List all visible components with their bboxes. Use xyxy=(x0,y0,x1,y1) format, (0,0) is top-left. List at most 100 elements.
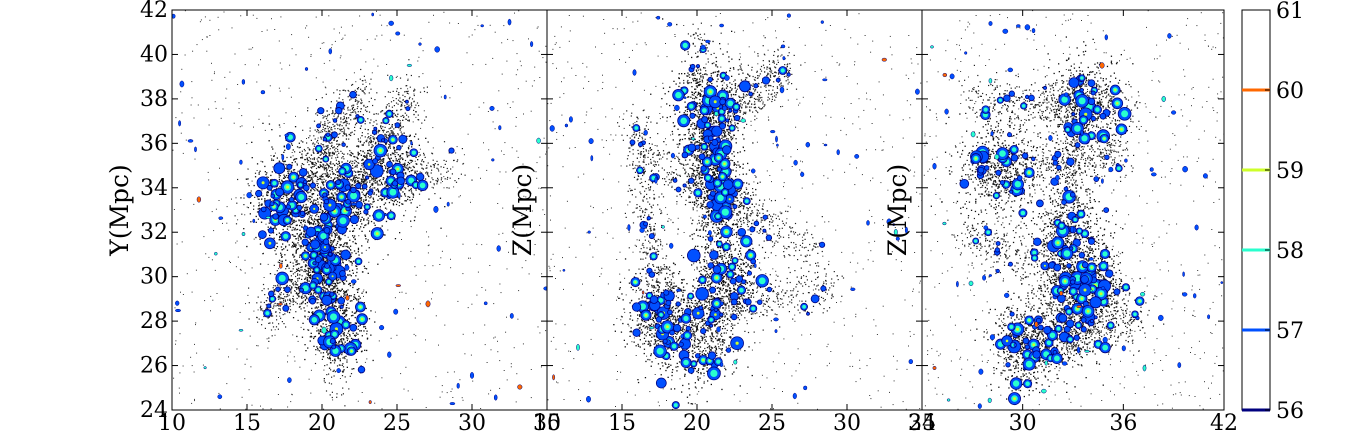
particle xyxy=(285,174,288,177)
particle xyxy=(285,201,287,203)
particle xyxy=(386,208,388,210)
particle xyxy=(354,118,356,120)
particle xyxy=(330,245,332,247)
particle xyxy=(350,151,352,154)
particle xyxy=(290,223,292,226)
particle xyxy=(311,171,314,173)
particle xyxy=(393,200,395,203)
particle xyxy=(440,182,442,184)
particle xyxy=(273,306,275,308)
particle xyxy=(338,97,340,99)
particle xyxy=(458,196,460,198)
particle xyxy=(352,83,354,86)
particle xyxy=(320,208,322,210)
particle xyxy=(306,279,308,282)
particle xyxy=(354,312,357,314)
particle xyxy=(296,162,298,164)
particle xyxy=(351,152,353,154)
particle xyxy=(372,187,374,189)
particle xyxy=(362,175,364,177)
particle xyxy=(209,19,211,21)
particle xyxy=(280,254,282,256)
particle xyxy=(248,318,250,320)
particle xyxy=(426,91,428,94)
particle xyxy=(393,133,395,135)
particle xyxy=(334,177,336,179)
particle xyxy=(321,42,323,44)
particle xyxy=(400,101,402,103)
particle xyxy=(507,103,509,105)
particle xyxy=(441,385,443,387)
particle xyxy=(287,199,289,201)
particle xyxy=(247,183,249,185)
particle xyxy=(326,169,328,171)
particle xyxy=(381,408,383,410)
particle xyxy=(301,167,303,169)
particle xyxy=(362,83,364,85)
particle xyxy=(406,167,408,169)
particle xyxy=(332,111,334,113)
particle xyxy=(421,160,423,162)
particle xyxy=(450,391,452,392)
particle xyxy=(205,253,207,255)
particle xyxy=(372,137,374,139)
particle xyxy=(545,330,547,332)
particle xyxy=(328,190,330,192)
particle xyxy=(317,201,319,203)
particle xyxy=(281,180,283,182)
particle xyxy=(271,146,273,148)
particle xyxy=(435,376,437,378)
particle xyxy=(537,326,539,328)
particle xyxy=(285,326,287,328)
particle xyxy=(366,333,368,335)
particle xyxy=(218,348,220,350)
particle xyxy=(329,354,331,356)
particle xyxy=(182,365,184,367)
particle xyxy=(182,294,184,295)
particle xyxy=(266,307,268,310)
particle xyxy=(349,285,352,287)
particle xyxy=(343,313,345,315)
particle xyxy=(350,186,352,188)
particle xyxy=(341,157,343,159)
particle xyxy=(245,178,247,180)
particle xyxy=(355,81,357,83)
particle xyxy=(404,91,406,93)
particle xyxy=(518,290,520,292)
particle xyxy=(367,223,369,225)
particle xyxy=(317,139,319,142)
particle xyxy=(428,236,430,238)
particle xyxy=(347,127,349,129)
particle xyxy=(283,174,285,176)
particle xyxy=(418,151,420,153)
particle xyxy=(328,141,330,144)
particle xyxy=(530,110,532,112)
particle xyxy=(364,234,366,236)
particle xyxy=(302,176,305,178)
particle xyxy=(420,190,422,192)
particle xyxy=(391,133,393,135)
particle xyxy=(276,270,278,272)
particle xyxy=(235,197,237,199)
particle xyxy=(347,109,349,111)
particle xyxy=(247,168,249,170)
particle xyxy=(386,64,388,65)
particle xyxy=(343,291,346,293)
particle xyxy=(366,106,369,108)
particle xyxy=(300,308,302,310)
particle xyxy=(321,282,324,284)
particle xyxy=(336,252,338,254)
particle xyxy=(364,180,366,182)
particle xyxy=(325,168,327,170)
particle xyxy=(266,194,268,196)
particle xyxy=(278,377,279,378)
particle xyxy=(437,177,439,179)
particle xyxy=(334,358,336,360)
particle xyxy=(423,87,425,89)
particle xyxy=(248,287,250,289)
particle xyxy=(338,235,340,237)
particle xyxy=(468,36,470,38)
particle xyxy=(325,167,327,169)
particle xyxy=(333,291,335,293)
particle xyxy=(267,288,269,290)
